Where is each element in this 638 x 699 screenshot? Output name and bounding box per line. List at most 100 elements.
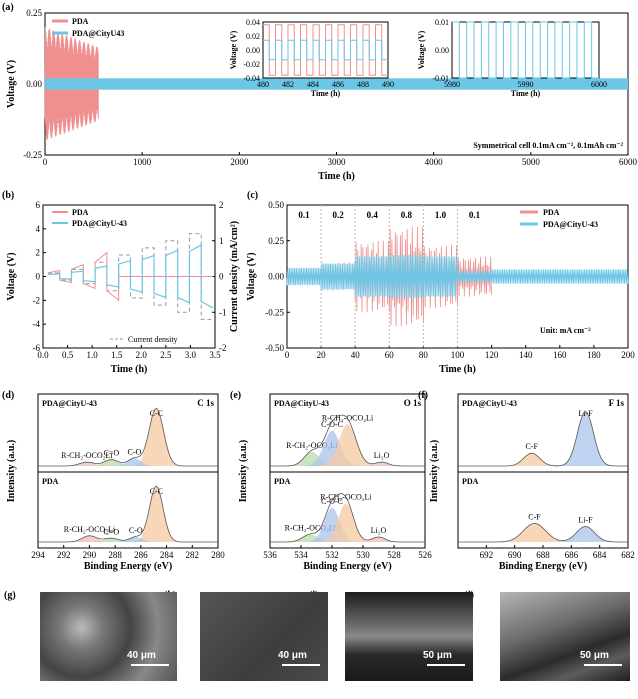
panel-a-inset1-ylabel: Voltage (V) [229,30,238,69]
panel-d-envelope [38,485,218,543]
panel-c-x-tick-label: 20 [317,350,327,360]
panel-a-inset1-xtick: 488 [357,80,369,89]
panel-a-series-pda [44,27,99,141]
panel-label-c: (c) [247,190,258,201]
panel-a-inset1-xtick: 480 [257,80,269,89]
panel-b-y2-tick-label: -1 [219,307,227,317]
panel-d-x-tick-label: 284 [160,550,174,560]
panel-e-bottom-name: PDA [274,477,291,486]
panel-a-xlabel: Time (h) [318,171,355,182]
panel-c-rate-label: 0.8 [401,210,413,220]
panel-a-inset1-ytick: -0.02 [243,60,260,69]
panel-c-series-cityu [286,255,629,298]
panel-a-inset2-ytick: -0.01 [432,74,449,83]
panel-e-peak [270,534,425,542]
panel-d-peak [38,462,218,466]
panel-c-rate-label: 0.2 [333,210,345,220]
panel-d-x-tick-label: 292 [57,550,71,560]
panel-b-x-tick-label: 0.5 [62,350,74,360]
panel-c-rate-label: 0.1 [469,210,481,220]
panel-c-legend-pda: PDA [543,208,560,217]
panel-e-x-tick-label: 526 [418,550,432,560]
sem-scale-bar-g [131,664,169,666]
panel-a-inset2-xtick: 5990 [518,80,534,89]
panel-b-y2-tick-label: 2 [219,200,224,210]
panel-a-annotation: Symmetrical cell 0.1mA cm⁻², 0.1mAh cm⁻² [473,141,623,150]
panel-b-legend-cityu: PDA@CityU-43 [72,219,127,228]
panel-e-peak [270,537,425,542]
panel-b-x-tick-label: 1.0 [87,350,99,360]
panel-d-top-name: PDA@CityU-43 [42,399,97,408]
panel-e-peak-label: C-O-C [321,420,343,429]
panel-c-y-tick-label: -0.25 [265,307,284,317]
panel-f-x-tick-label: 684 [593,550,607,560]
panel-b-y-tick-label: -2 [33,295,41,305]
panel-c-legend-cityu: PDA@CityU-43 [543,220,598,229]
panel-a-inset2-xtick: 6000 [591,80,607,89]
panel-c-xlabel: Time (h) [439,364,476,375]
panel-a-inset1-xtick: 484 [307,80,319,89]
panel-c-x-tick-label: 140 [519,350,533,360]
sem-scale-bar-h [282,664,320,666]
panel-b-y-tick-label: 4 [36,224,41,234]
panel-a-x-tick-label: 0 [43,157,48,167]
sem-scale-label-g: 40 μm [127,650,156,661]
panel-c-rate-label: 1.0 [435,210,447,220]
panel-c-x-tick-label: 100 [451,350,465,360]
panel-d-x-tick-label: 282 [186,550,200,560]
panel-e-ylabel: Intensity (a.u.) [238,440,249,503]
panel-f-peak [458,411,628,466]
panel-c-x-tick-label: 200 [621,350,635,360]
panel-d-xlabel: Binding Energy (eV) [84,561,172,572]
panel-d-x-tick-label: 286 [134,550,148,560]
panel-e-peak-label: Li₂O [371,526,387,535]
panel-e-element: O 1s [404,398,422,408]
panel-b-y2-tick-label: 0 [219,272,224,282]
panel-d-element: C 1s [197,398,214,408]
panel-f-x-tick-label: 682 [621,550,635,560]
sem-scale-bar-j [584,664,622,666]
panel-c-x-tick-label: 160 [553,350,567,360]
panel-e-envelope [270,414,425,467]
panel-a-y-tick-label: 0.00 [26,79,42,89]
panel-c-y-tick-label: 0.25 [268,236,284,246]
panel-d-peak [38,537,218,542]
panel-e-peak-label: R-CH₂-OCO₂Li [286,441,338,450]
panel-a-x-tick-label: 3000 [328,157,347,167]
sem-scale-bar-i [427,664,465,666]
panel-a-x-tick-label: 1000 [133,157,152,167]
panel-a-inset1-axes [262,21,389,79]
panel-a-inset2-ytick: 0.00 [435,46,449,55]
panel-f-peak-label: Li-F [578,516,593,525]
panel-d-x-tick-label: 288 [108,550,122,560]
panel-b-x-tick-label: 2.5 [160,350,172,360]
panel-b-x-tick-label: 3.5 [209,350,221,360]
panel-f-xlabel: Binding Energy (eV) [499,561,587,572]
panel-a-inset2-cityu [452,21,599,79]
panel-f-peak [458,453,628,466]
panel-a-inset1-xlabel: Time (h) [311,89,341,98]
sem-scale-label-i: 50 μm [423,650,452,661]
panel-d-peak [38,535,218,542]
panel-d-peak [38,458,218,466]
panel-f-peak-label: C-F [528,512,541,521]
panel-a-inset1-ytick: 0.00 [246,46,260,55]
panel-d-x-tick-label: 294 [31,550,45,560]
panel-b-x-tick-label: 2.0 [136,350,148,360]
panel-e-x-tick-label: 534 [294,550,308,560]
sem-image-i: 50 μm [345,592,473,681]
panel-a-inset2-ylabel: Voltage (V) [417,30,426,69]
panel-a-y-tick-label: 0.25 [26,8,42,18]
panel-e-x-tick-label: 536 [263,550,277,560]
sem-image-j: 50 μm [500,592,630,681]
panel-d-envelope [38,407,218,467]
panel-b-y-tick-label: -4 [33,319,41,329]
panel-a-inset1-ytick: 0.02 [246,32,260,41]
panel-b-legend-cd: Current density [128,335,178,344]
panel-d-peak-label: C-O [129,526,143,535]
panel-e-envelope [270,493,425,543]
panel-d-axes [37,393,219,549]
sem-image-g: 40 μm [40,592,177,681]
panel-c-x-tick-label: 0 [285,350,290,360]
panel-d-peak-label: C=O [103,449,119,458]
